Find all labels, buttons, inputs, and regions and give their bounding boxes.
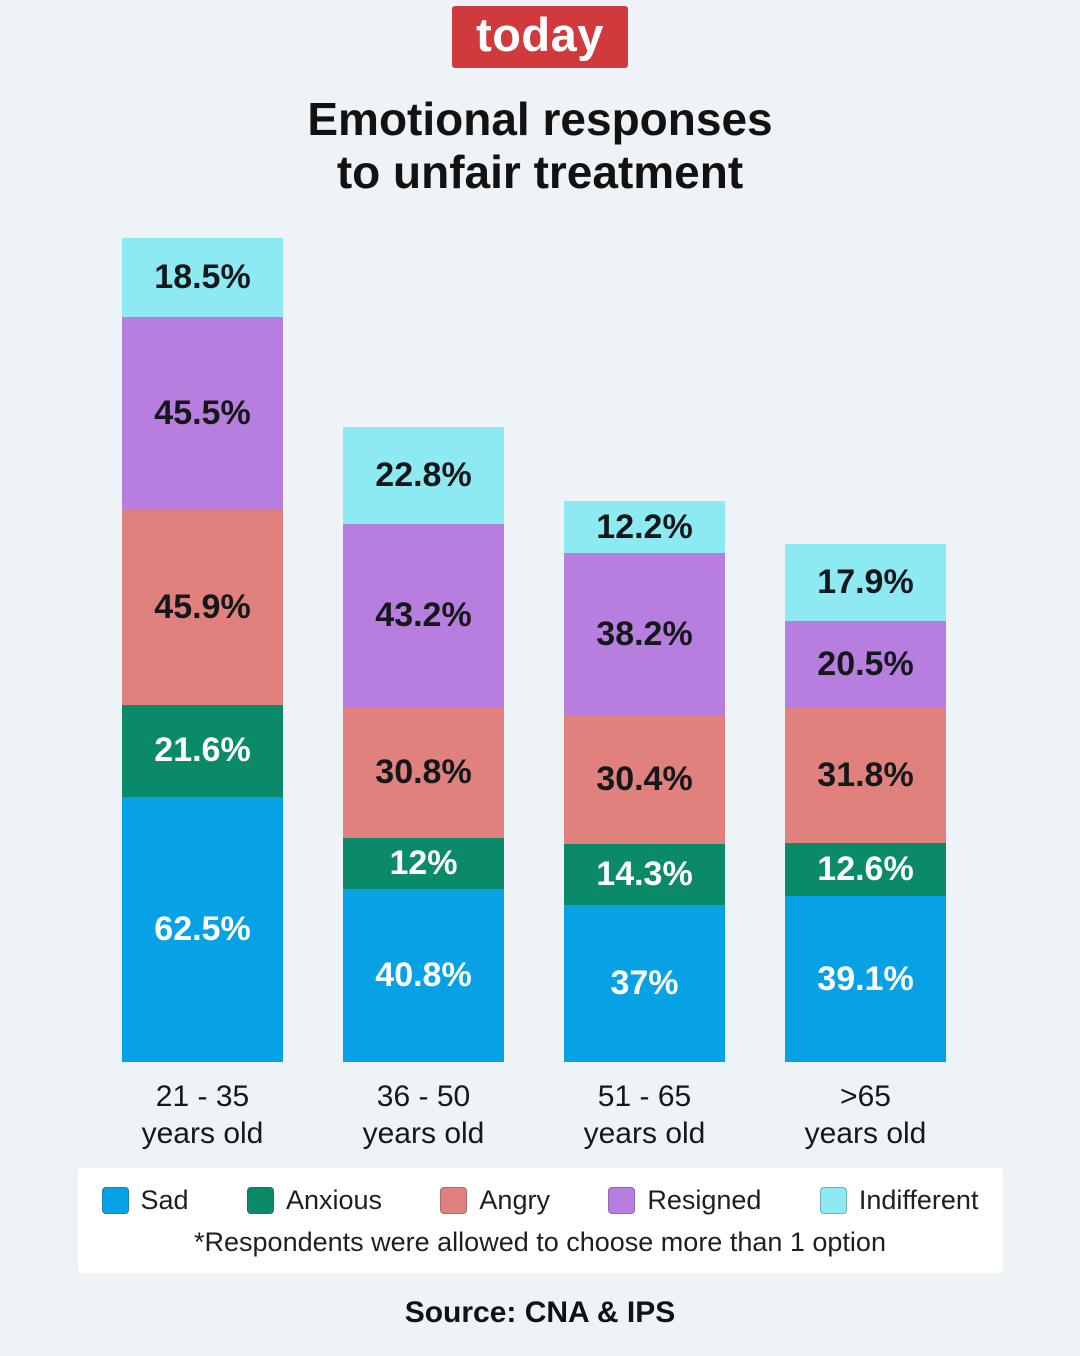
segment-value-label: 37%	[610, 964, 679, 1003]
segment-value-label: 18.5%	[154, 257, 251, 296]
chart-title-line1: Emotional responses	[307, 93, 773, 145]
bar-segment-sad-65-years-old: 39.1%	[785, 896, 946, 1063]
category-label-line: years old	[141, 1117, 264, 1151]
stacked-bar-21-35-years-old: 18.5% 45.5% 45.9% 21.6% 62.5%	[122, 238, 283, 1063]
today-logo-text: today	[476, 7, 604, 61]
category-label-line: >65	[840, 1080, 891, 1114]
category-label-line: 51 - 65	[597, 1080, 692, 1114]
legend-swatch-sad	[101, 1187, 129, 1215]
bar-segment-indifferent-65-years-old: 17.9%	[785, 544, 946, 621]
category-label-36-50-years-old: 36 - 50 years old	[343, 1062, 504, 1158]
bar-segment-anxious-21-35-years-old: 21.6%	[122, 705, 283, 797]
segment-value-label: 20.5%	[817, 644, 914, 683]
segment-value-label: 30.4%	[596, 760, 693, 799]
category-label-line: years old	[583, 1117, 706, 1151]
bar-segment-angry-36-50-years-old: 30.8%	[343, 707, 504, 839]
bar-segment-angry-21-35-years-old: 45.9%	[122, 510, 283, 706]
bar-segment-resigned-21-35-years-old: 45.5%	[122, 316, 283, 510]
legend-swatch-angry	[440, 1187, 468, 1215]
bar-column-51-65-years-old: 12.2% 38.2% 30.4% 14.3% 37% 51 - 65 years old	[564, 501, 725, 1158]
legend-item-anxious: Anxious	[246, 1185, 383, 1216]
bar-segment-sad-51-65-years-old: 37%	[564, 905, 725, 1063]
segment-value-label: 22.8%	[375, 455, 472, 494]
bar-column-21-35-years-old: 18.5% 45.5% 45.9% 21.6% 62.5% 21 - 35 years ol…	[122, 238, 283, 1158]
infographic-page: today Emotional responses to unfair trea…	[0, 6, 1080, 1356]
bar-segment-sad-21-35-years-old: 62.5%	[122, 796, 283, 1063]
segment-value-label: 31.8%	[817, 755, 914, 794]
legend-swatch-resigned	[608, 1187, 636, 1215]
stacked-bar-51-65-years-old: 12.2% 38.2% 30.4% 14.3% 37%	[564, 501, 725, 1063]
legend-swatch-anxious	[246, 1187, 274, 1215]
segment-value-label: 38.2%	[596, 614, 693, 653]
category-label-51-65-years-old: 51 - 65 years old	[564, 1062, 725, 1158]
bar-segment-indifferent-36-50-years-old: 22.8%	[343, 426, 504, 524]
legend-row: Sad Anxious Angry Resigned Indifferent	[101, 1185, 979, 1216]
legend-item-sad: Sad	[101, 1185, 189, 1216]
stacked-bar-36-50-years-old: 22.8% 43.2% 30.8% 12% 40.8%	[343, 426, 504, 1063]
segment-value-label: 17.9%	[817, 562, 914, 601]
legend-label-resigned: Resigned	[647, 1185, 762, 1216]
segment-value-label: 12%	[389, 844, 458, 883]
category-label-line: 36 - 50	[376, 1080, 471, 1114]
category-label-line: years old	[804, 1117, 927, 1151]
segment-value-label: 39.1%	[817, 959, 914, 998]
bar-segment-angry-65-years-old: 31.8%	[785, 707, 946, 843]
category-label-21-35-years-old: 21 - 35 years old	[122, 1062, 283, 1158]
source-line: Source: CNA & IPS	[404, 1296, 676, 1330]
bar-segment-resigned-51-65-years-old: 38.2%	[564, 552, 725, 716]
bar-segment-indifferent-21-35-years-old: 18.5%	[122, 238, 283, 317]
bar-segment-anxious-65-years-old: 12.6%	[785, 842, 946, 897]
chart-footnote: *Respondents were allowed to choose more…	[194, 1227, 886, 1258]
segment-value-label: 12.6%	[817, 850, 914, 889]
segment-value-label: 40.8%	[375, 956, 472, 995]
category-label-65-years-old: >65 years old	[785, 1062, 946, 1158]
bar-segment-anxious-51-65-years-old: 14.3%	[564, 844, 725, 906]
legend-label-indifferent: Indifferent	[858, 1185, 979, 1216]
bar-segment-indifferent-51-65-years-old: 12.2%	[564, 501, 725, 553]
legend-swatch-indifferent	[819, 1187, 847, 1215]
legend-item-angry: Angry	[440, 1185, 550, 1216]
legend-item-indifferent: Indifferent	[819, 1185, 979, 1216]
segment-value-label: 14.3%	[596, 855, 693, 894]
segment-value-label: 45.5%	[154, 393, 251, 432]
category-label-line: 21 - 35	[155, 1080, 250, 1114]
bar-column-65-years-old: 17.9% 20.5% 31.8% 12.6% 39.1% >65 years old	[785, 544, 946, 1158]
legend-label-sad: Sad	[140, 1185, 189, 1216]
legend-label-anxious: Anxious	[285, 1185, 383, 1216]
segment-value-label: 12.2%	[596, 507, 693, 546]
stacked-bar-chart: 18.5% 45.5% 45.9% 21.6% 62.5% 21 - 35 years ol…	[0, 238, 1080, 1158]
bar-segment-resigned-65-years-old: 20.5%	[785, 620, 946, 708]
category-label-line: years old	[362, 1117, 485, 1151]
segment-value-label: 43.2%	[375, 595, 472, 634]
bar-segment-angry-51-65-years-old: 30.4%	[564, 715, 725, 845]
today-logo: today	[452, 6, 628, 68]
legend-label-angry: Angry	[479, 1185, 550, 1216]
legend-card: Sad Anxious Angry Resigned Indifferent *Resp…	[77, 1168, 1003, 1274]
segment-value-label: 62.5%	[154, 910, 251, 949]
chart-title: Emotional responses to unfair treatment	[0, 93, 1080, 199]
segment-value-label: 21.6%	[154, 731, 251, 770]
segment-value-label: 30.8%	[375, 753, 472, 792]
bar-column-36-50-years-old: 22.8% 43.2% 30.8% 12% 40.8% 36 - 50 years old	[343, 426, 504, 1159]
bar-segment-anxious-36-50-years-old: 12%	[343, 838, 504, 890]
stacked-bar-65-years-old: 17.9% 20.5% 31.8% 12.6% 39.1%	[785, 544, 946, 1063]
bar-segment-resigned-36-50-years-old: 43.2%	[343, 523, 504, 708]
legend-item-resigned: Resigned	[608, 1185, 761, 1216]
bar-segment-sad-36-50-years-old: 40.8%	[343, 889, 504, 1063]
segment-value-label: 45.9%	[154, 588, 251, 627]
chart-title-line2: to unfair treatment	[336, 146, 744, 198]
